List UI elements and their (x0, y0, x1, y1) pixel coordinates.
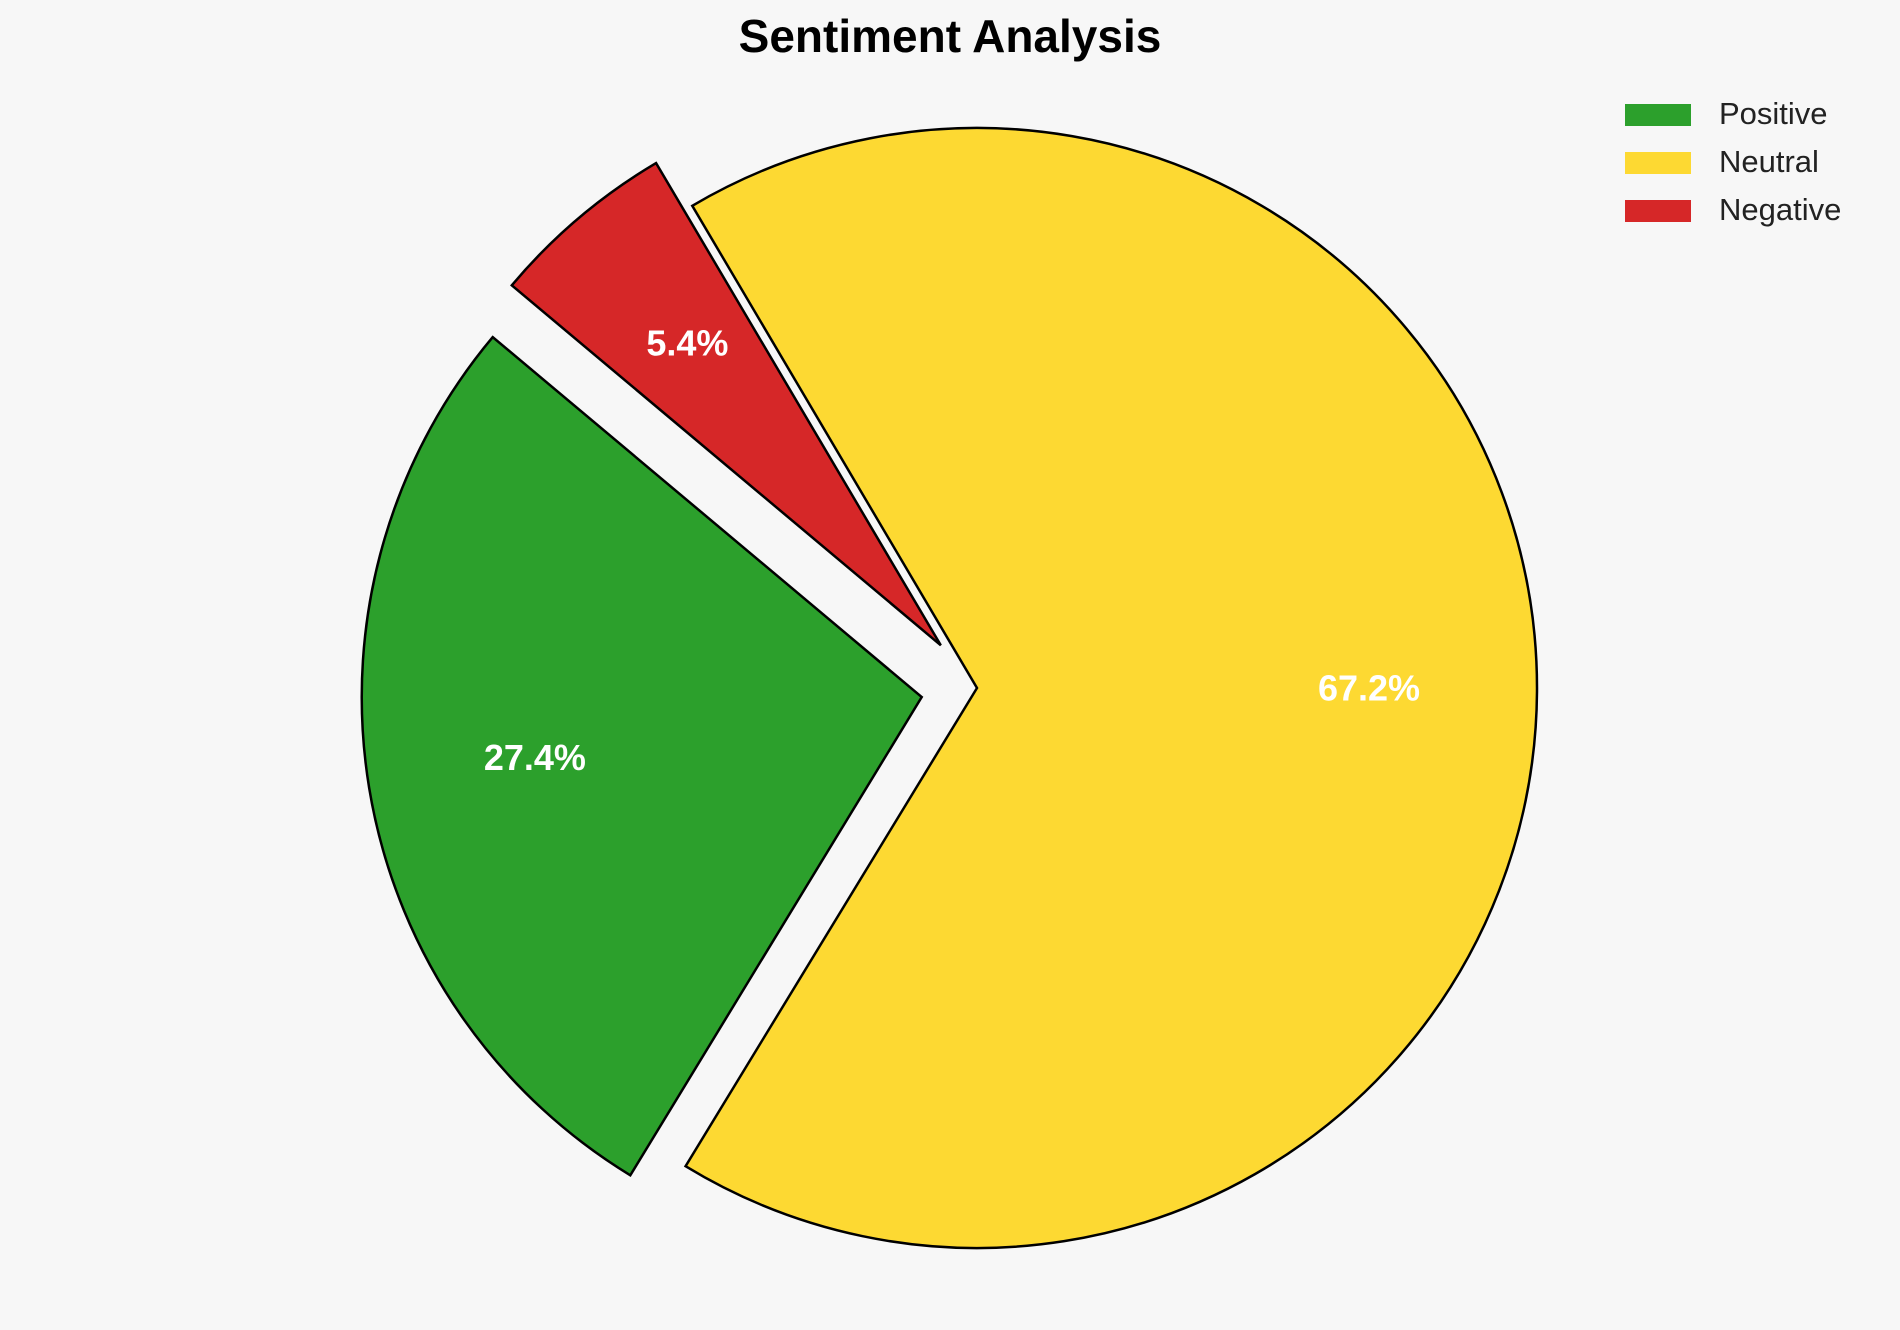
legend-label: Positive (1719, 96, 1828, 131)
legend-swatch (1625, 200, 1691, 222)
pie-slice (360, 335, 924, 1177)
pie-slice (683, 126, 1539, 1250)
legend-swatch (1625, 104, 1691, 126)
slice-label: 5.4% (646, 323, 728, 364)
legend-label: Neutral (1719, 144, 1819, 179)
pie-slice (510, 161, 942, 647)
chart-title: Sentiment Analysis (739, 10, 1162, 62)
legend-label: Negative (1719, 192, 1841, 227)
slice-label: 27.4% (484, 737, 586, 778)
legend-swatch (1625, 152, 1691, 174)
slice-label: 67.2% (1318, 667, 1420, 708)
